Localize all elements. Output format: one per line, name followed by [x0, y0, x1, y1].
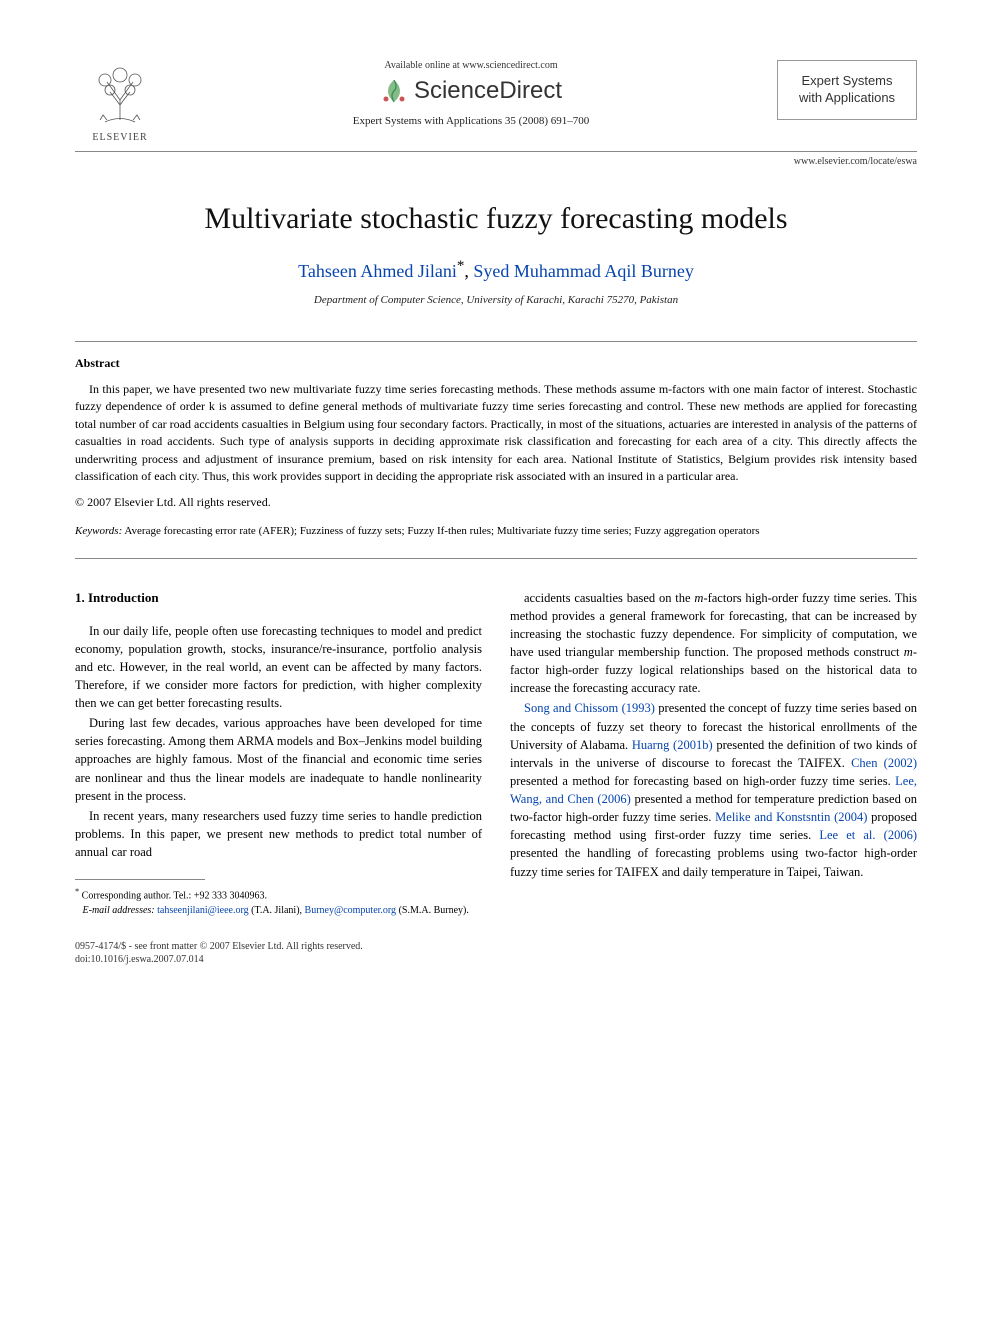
abstract-heading: Abstract — [75, 356, 917, 371]
right-column: accidents casualties based on the m-fact… — [510, 589, 917, 918]
author-sep: , — [464, 261, 473, 281]
email-2[interactable]: Burney@computer.org — [305, 905, 397, 916]
email-2-aff: (S.M.A. Burney). — [396, 905, 469, 916]
abstract-rule-bottom — [75, 558, 917, 559]
r-p2c: presented a method for forecasting based… — [510, 774, 895, 788]
sciencedirect-logo: ScienceDirect — [165, 77, 777, 105]
journal-title-box: Expert Systems with Applications — [777, 60, 917, 120]
intro-p1: In our daily life, people often use fore… — [75, 622, 482, 713]
elsevier-logo: ELSEVIER — [75, 60, 165, 143]
sciencedirect-text: ScienceDirect — [414, 77, 562, 105]
affiliation: Department of Computer Science, Universi… — [75, 294, 917, 306]
abstract-copyright: © 2007 Elsevier Ltd. All rights reserved… — [75, 495, 917, 510]
journal-box-wrap: Expert Systems with Applications — [777, 60, 917, 120]
left-column: 1. Introduction In our daily life, peopl… — [75, 589, 482, 918]
right-p1: accidents casualties based on the m-fact… — [510, 589, 917, 698]
right-p2: Song and Chissom (1993) presented the co… — [510, 699, 917, 880]
corr-author-text: Corresponding author. Tel.: +92 333 3040… — [82, 891, 267, 902]
authors: Tahseen Ahmed Jilani*, Syed Muhammad Aqi… — [75, 258, 917, 282]
available-online-text: Available online at www.sciencedirect.co… — [165, 60, 777, 71]
sciencedirect-icon — [380, 77, 408, 105]
journal-url: www.elsevier.com/locate/eswa — [75, 156, 917, 167]
ref-huarng-2001b[interactable]: Huarng (2001b) — [632, 738, 713, 752]
body-columns: 1. Introduction In our daily life, peopl… — [75, 589, 917, 918]
keywords: Keywords: Average forecasting error rate… — [75, 524, 917, 539]
abstract-rule-top — [75, 341, 917, 342]
ref-song-1993[interactable]: Song and Chissom (1993) — [524, 701, 655, 715]
journal-box-line1: Expert Systems — [788, 73, 906, 90]
author-2[interactable]: Syed Muhammad Aqil Burney — [473, 261, 693, 281]
section-1-heading: 1. Introduction — [75, 589, 482, 608]
bottom-info: 0957-4174/$ - see front matter © 2007 El… — [75, 940, 917, 966]
doi-line: doi:10.1016/j.eswa.2007.07.014 — [75, 953, 917, 966]
abstract-text: In this paper, we have presented two new… — [75, 381, 917, 485]
email-label: E-mail addresses: — [83, 905, 155, 916]
r-p1a: accidents casualties based on the — [524, 591, 694, 605]
center-header: Available online at www.sciencedirect.co… — [165, 60, 777, 127]
header-rule — [75, 151, 917, 152]
elsevier-label: ELSEVIER — [92, 132, 147, 143]
author-1[interactable]: Tahseen Ahmed Jilani — [298, 261, 457, 281]
r-p1d: m — [904, 645, 913, 659]
journal-box-line2: with Applications — [788, 90, 906, 107]
corresponding-footnote: * Corresponding author. Tel.: +92 333 30… — [75, 886, 482, 917]
r-p2f: presented the handling of forecasting pr… — [510, 846, 917, 878]
footnote-rule — [75, 879, 205, 880]
paper-header: ELSEVIER Available online at www.science… — [75, 60, 917, 143]
journal-reference: Expert Systems with Applications 35 (200… — [165, 115, 777, 127]
intro-p2: During last few decades, various approac… — [75, 714, 482, 805]
ref-lee-etal-2006[interactable]: Lee et al. (2006) — [819, 828, 917, 842]
elsevier-tree-icon — [85, 60, 155, 130]
paper-title: Multivariate stochastic fuzzy forecastin… — [75, 202, 917, 236]
email-1-aff: (T.A. Jilani), — [249, 905, 305, 916]
issn-line: 0957-4174/$ - see front matter © 2007 El… — [75, 940, 917, 953]
ref-melike-2004[interactable]: Melike and Konstsntin (2004) — [715, 810, 867, 824]
email-1[interactable]: tahseenjilani@ieee.org — [157, 905, 249, 916]
ref-chen-2002[interactable]: Chen (2002) — [851, 756, 917, 770]
keywords-text: Average forecasting error rate (AFER); F… — [122, 525, 759, 537]
keywords-label: Keywords: — [75, 525, 122, 537]
intro-p3: In recent years, many researchers used f… — [75, 807, 482, 861]
